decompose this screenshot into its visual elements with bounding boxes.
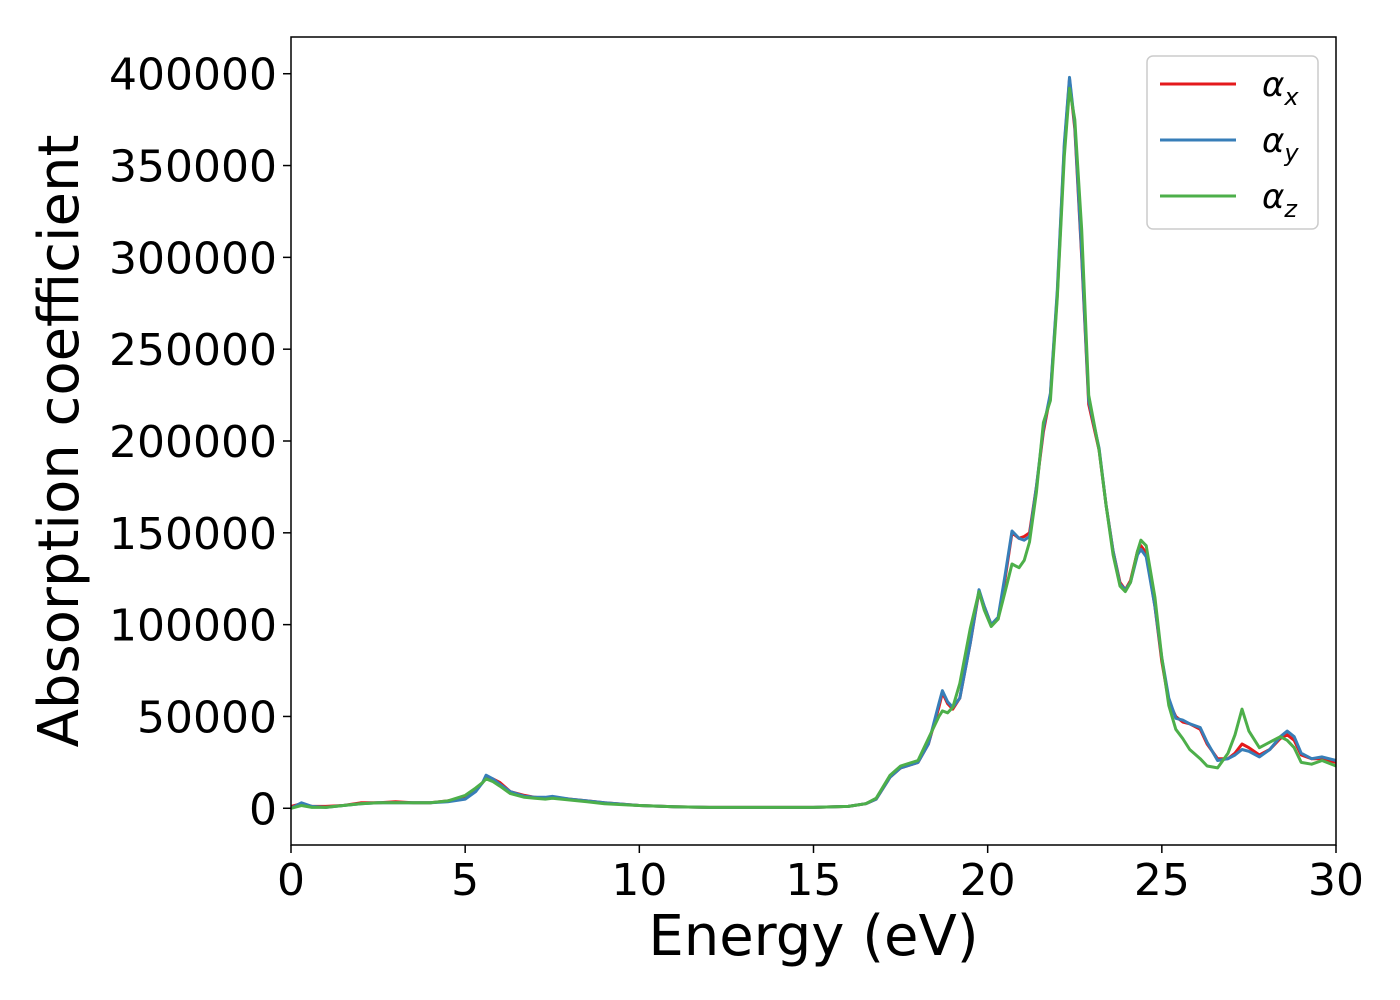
y-tick-label: 50000: [137, 692, 277, 743]
legend-label-base: α: [1262, 177, 1284, 217]
legend-label-subscript: x: [1283, 83, 1299, 111]
legend-label-z: αz: [1262, 177, 1298, 223]
y-axis-label: Absorption coefficient: [27, 135, 92, 748]
y-tick-label: 100000: [109, 601, 277, 652]
y-axis-ticks: 0 50000 100000 150000 200000 250000 300000 3500…: [109, 50, 291, 835]
legend-box: [1146, 55, 1319, 230]
legend-label-subscript: z: [1283, 195, 1298, 223]
x-tick-label: 30: [1308, 855, 1364, 906]
x-axis-ticks: 0 5 10 15 20 25 30: [277, 845, 1364, 906]
x-tick-label: 5: [451, 855, 479, 906]
y-tick-label: 350000: [109, 142, 277, 193]
y-tick-label: 150000: [109, 509, 277, 560]
y-tick-label: 300000: [109, 233, 277, 284]
series-lines: [290, 75, 1337, 810]
x-tick-label: 0: [277, 855, 305, 906]
x-tick-label: 25: [1134, 855, 1190, 906]
x-tick-label: 20: [960, 855, 1016, 906]
legend-label-base: α: [1262, 65, 1284, 105]
legend-label-base: α: [1262, 121, 1284, 161]
legend-label-x: αx: [1262, 65, 1299, 111]
y-tick-label: 400000: [109, 50, 277, 101]
series-line-z: [290, 86, 1337, 810]
y-tick-label: 200000: [109, 417, 277, 468]
x-axis-label: Energy (eV): [648, 904, 978, 969]
y-tick-label: 0: [249, 784, 277, 835]
x-tick-label: 10: [611, 855, 667, 906]
legend-label-subscript: y: [1283, 139, 1299, 167]
legend-label-y: αy: [1262, 121, 1299, 167]
x-tick-label: 15: [786, 855, 842, 906]
y-tick-label: 250000: [109, 325, 277, 376]
